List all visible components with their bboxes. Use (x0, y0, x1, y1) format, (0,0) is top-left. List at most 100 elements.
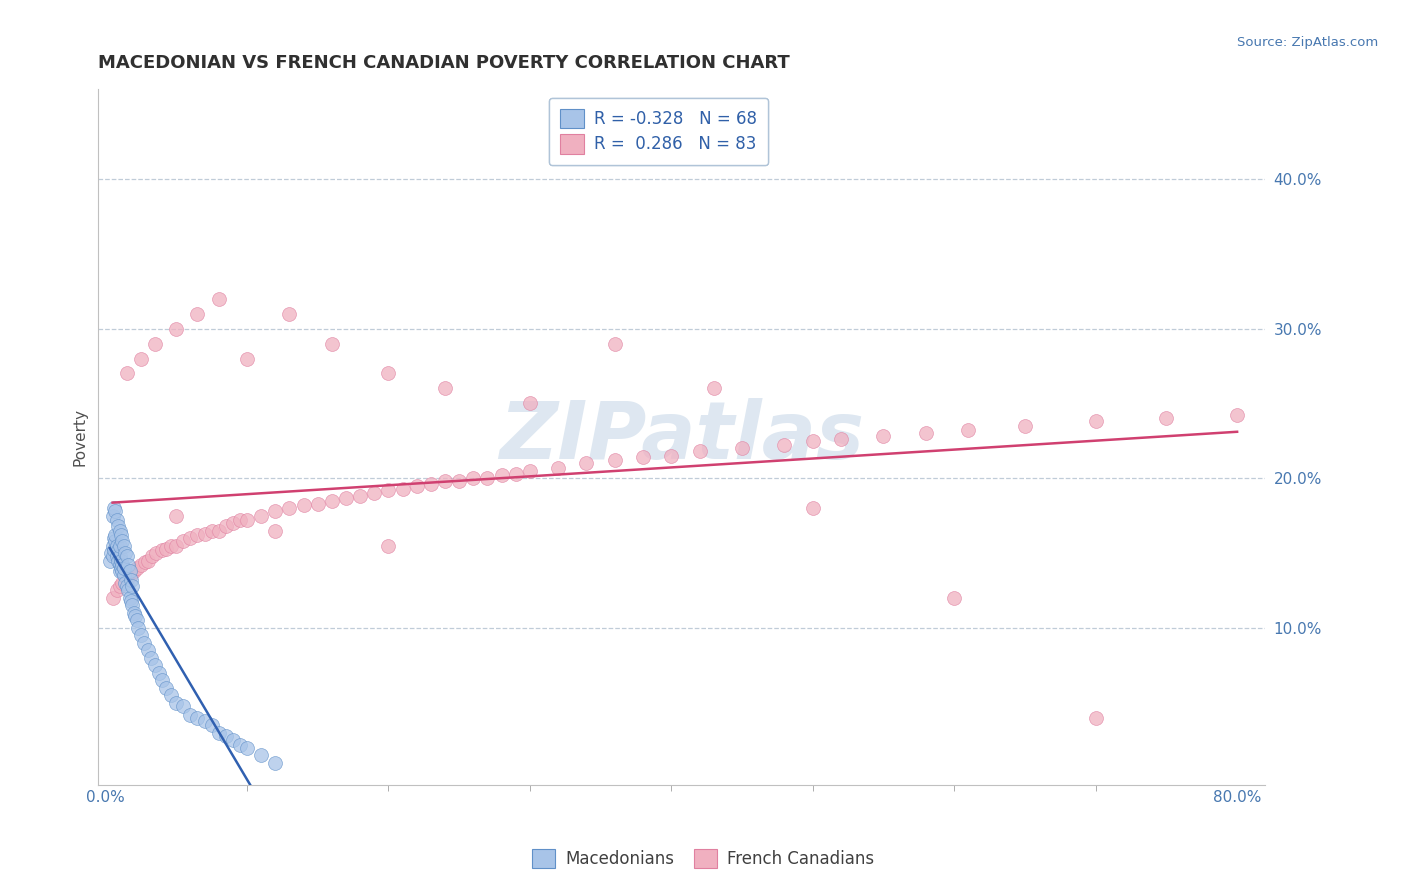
Point (111, 564, 134, 578)
Point (193, 526, 215, 541)
Point (129, 558, 152, 572)
Point (111, 558, 134, 572)
Text: ZIPatlas: ZIPatlas (499, 398, 865, 476)
Point (120, 568, 142, 582)
Point (250, 747, 273, 762)
Text: Source: ZipAtlas.com: Source: ZipAtlas.com (1237, 36, 1378, 49)
Point (139, 650, 162, 665)
Point (186, 711, 208, 725)
Point (101, 508, 124, 523)
Point (335, 491, 357, 505)
Point (141, 549, 163, 563)
Point (112, 539, 135, 553)
Point (957, 423, 980, 437)
Point (363, 486, 385, 500)
Point (105, 513, 128, 527)
Point (186, 307, 208, 321)
Point (264, 524, 287, 538)
Point (200, 718, 222, 732)
Point (419, 477, 441, 491)
Point (603, 453, 626, 467)
Point (215, 729, 238, 743)
Point (110, 561, 132, 575)
Point (433, 474, 456, 488)
Point (115, 367, 138, 381)
Point (179, 531, 201, 545)
Point (215, 519, 238, 533)
Point (731, 442, 754, 456)
Point (703, 381, 725, 395)
Point (120, 573, 142, 587)
Point (172, 534, 194, 549)
Point (1084, 414, 1107, 428)
Point (101, 539, 124, 553)
Point (115, 579, 138, 593)
Point (391, 482, 413, 496)
Point (505, 467, 527, 481)
Point (603, 336, 626, 351)
Point (463, 471, 485, 485)
Point (115, 573, 138, 587)
Point (100, 546, 122, 560)
Point (1014, 418, 1036, 433)
Point (114, 546, 136, 560)
Legend: Macedonians, French Canadians: Macedonians, French Canadians (524, 842, 882, 875)
Point (547, 460, 569, 475)
Point (229, 513, 252, 527)
Point (112, 561, 135, 575)
Point (111, 576, 134, 591)
Point (136, 553, 159, 567)
Point (145, 546, 167, 560)
Point (278, 501, 301, 516)
Point (193, 714, 215, 728)
Point (121, 599, 143, 613)
Point (208, 292, 231, 306)
Point (321, 493, 343, 508)
Point (179, 707, 201, 722)
Point (121, 579, 143, 593)
Point (377, 367, 399, 381)
Point (108, 564, 131, 578)
Point (105, 549, 128, 563)
Point (118, 564, 141, 578)
Point (148, 665, 170, 680)
Point (134, 555, 156, 569)
Point (165, 508, 187, 523)
Point (172, 698, 194, 713)
Point (125, 561, 148, 575)
Point (1084, 711, 1107, 725)
Point (1226, 409, 1249, 423)
Point (186, 528, 208, 542)
Point (264, 756, 287, 770)
Point (449, 474, 471, 488)
Point (943, 591, 966, 605)
Y-axis label: Poverty: Poverty (72, 408, 87, 467)
Point (801, 434, 824, 448)
Point (112, 568, 135, 582)
Point (208, 524, 231, 538)
Point (125, 613, 148, 627)
Point (150, 543, 173, 558)
Point (222, 733, 245, 747)
Point (104, 504, 127, 518)
Point (122, 564, 145, 578)
Point (200, 524, 222, 538)
Point (377, 483, 399, 498)
Point (278, 307, 301, 321)
Point (264, 504, 287, 518)
Point (872, 429, 894, 443)
Point (477, 471, 499, 485)
Point (107, 519, 129, 533)
Point (101, 591, 124, 605)
Point (143, 336, 166, 351)
Point (108, 539, 131, 553)
Point (129, 628, 152, 642)
Point (105, 583, 128, 598)
Point (108, 524, 131, 538)
Point (104, 528, 127, 542)
Point (159, 539, 181, 553)
Point (143, 658, 166, 673)
Point (830, 433, 852, 447)
Point (118, 591, 141, 605)
Point (108, 579, 131, 593)
